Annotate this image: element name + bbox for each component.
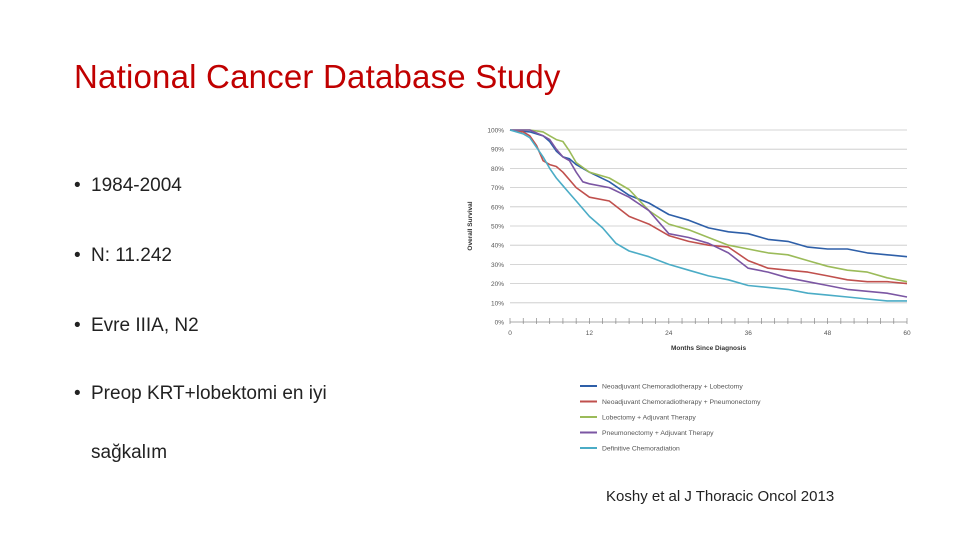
bullet-continuation: sağkalım xyxy=(91,442,168,463)
legend-label: Definitive Chemoradiation xyxy=(602,446,680,453)
x-tick-label: 48 xyxy=(824,330,832,337)
series-line-5 xyxy=(509,129,907,302)
x-tick-label: 0 xyxy=(508,330,512,337)
bullet-text: Evre IIIA, N2 xyxy=(91,315,199,336)
bullet-item: • N: 11.242 xyxy=(74,245,172,267)
bullet-text: Preop KRT+lobektomi en iyi xyxy=(91,383,327,404)
series-line-3 xyxy=(510,129,908,283)
legend-label: Pneumonectomy + Adjuvant Therapy xyxy=(602,430,714,437)
bullet-item: • Preop KRT+lobektomi en iyi xyxy=(74,383,327,405)
y-tick-label: 10% xyxy=(491,300,504,307)
y-tick-label: 30% xyxy=(491,262,504,269)
bullet-text: N: 11.242 xyxy=(91,245,172,266)
y-tick-label: 20% xyxy=(491,281,504,288)
bullet-item: • 1984-2004 xyxy=(74,175,182,197)
citation: Koshy et al J Thoracic Oncol 2013 xyxy=(606,488,835,505)
bullet-marker: • xyxy=(74,383,81,404)
y-tick-label: 100% xyxy=(487,128,504,135)
x-tick-label: 60 xyxy=(903,330,911,337)
y-tick-label: 80% xyxy=(491,166,504,173)
bullet-marker: • xyxy=(74,175,81,196)
y-tick-label: 70% xyxy=(491,185,504,192)
x-tick-label: 12 xyxy=(586,330,594,337)
x-axis-label: Months Since Diagnosis xyxy=(671,345,747,352)
x-tick-label: 24 xyxy=(665,330,673,337)
series-line-1 xyxy=(509,129,908,258)
y-axis-label: Overall Survival xyxy=(467,201,474,250)
y-tick-label: 90% xyxy=(491,147,504,154)
y-tick-label: 60% xyxy=(491,204,504,211)
slide-title: National Cancer Database Study xyxy=(74,58,561,95)
y-tick-label: 50% xyxy=(491,224,504,231)
y-tick-label: 0% xyxy=(495,320,505,327)
legend-label: Neoadjuvant Chemoradiotherapy + Lobectom… xyxy=(602,384,743,391)
legend-label: Lobectomy + Adjuvant Therapy xyxy=(602,415,696,422)
survival-chart-svg: 0% 10% 20% 30% 40% 50% 60% 70% 80% 90% 100% 0 12 24 36… xyxy=(467,128,911,453)
survival-chart: 0% 10% 20% 30% 40% 50% 60% 70% 80% 90% 100% 0 12 24 36… xyxy=(462,122,914,453)
bullet-marker: • xyxy=(74,315,81,336)
y-tick-label: 40% xyxy=(491,243,504,250)
series-line-2 xyxy=(509,129,908,285)
bullet-item: • Evre IIIA, N2 xyxy=(74,315,199,337)
series-line-4 xyxy=(510,129,908,298)
x-tick-label: 36 xyxy=(745,330,753,337)
bullet-marker: • xyxy=(74,245,81,266)
bullet-text: 1984-2004 xyxy=(91,175,182,196)
legend-label: Neoadjuvant Chemoradiotherapy + Pneumone… xyxy=(602,399,761,406)
